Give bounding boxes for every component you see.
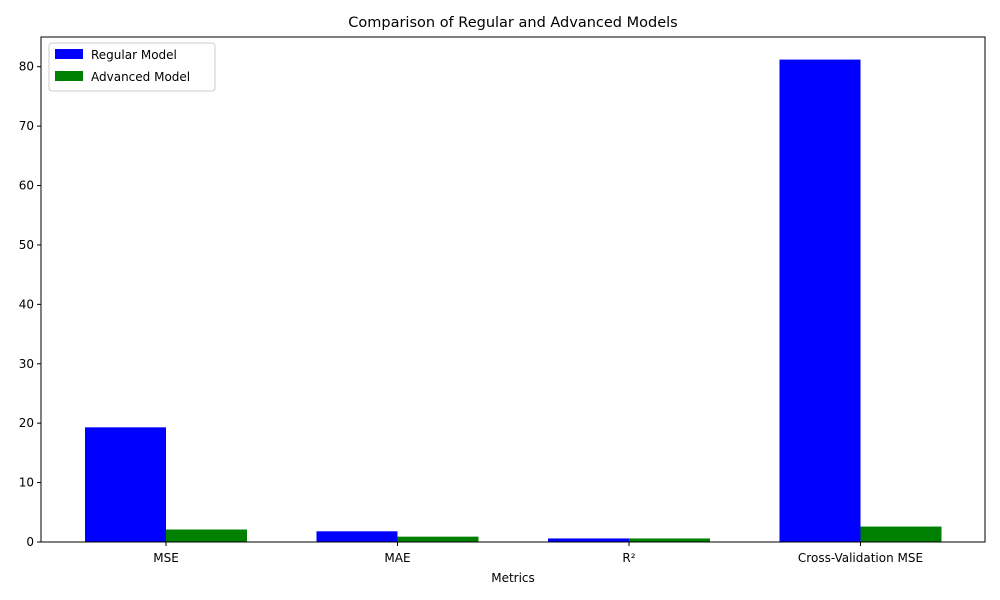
chart-title: Comparison of Regular and Advanced Model… bbox=[348, 15, 677, 31]
bar-regular-model-3 bbox=[779, 59, 861, 542]
y-axis: 0 10 20 30 40 50 60 70 80 bbox=[19, 60, 41, 549]
y-tick-label: 30 bbox=[19, 357, 34, 371]
x-tick-label: MSE bbox=[153, 551, 179, 565]
bar-advanced-model-3 bbox=[860, 526, 942, 542]
x-tick-label: R² bbox=[622, 551, 635, 565]
bar-regular-model-0 bbox=[85, 427, 166, 542]
x-tick-label: MAE bbox=[384, 551, 410, 565]
y-tick-label: 80 bbox=[19, 60, 34, 74]
legend-swatch-0 bbox=[55, 49, 83, 59]
y-tick-label: 20 bbox=[19, 416, 34, 430]
legend-label-0: Regular Model bbox=[91, 48, 177, 62]
bar-advanced-model-1 bbox=[397, 536, 479, 542]
x-tick-label: Cross-Validation MSE bbox=[798, 551, 923, 565]
bars-group bbox=[85, 59, 942, 542]
y-tick-label: 10 bbox=[19, 476, 34, 490]
bar-advanced-model-2 bbox=[629, 538, 710, 542]
legend-box bbox=[48, 42, 216, 92]
plot-frame bbox=[40, 36, 986, 543]
y-tick-label: 0 bbox=[26, 535, 34, 549]
y-tick-label: 70 bbox=[19, 119, 34, 133]
y-tick-label: 50 bbox=[19, 238, 34, 252]
bar-regular-model-2 bbox=[548, 538, 629, 542]
legend: Regular Model Advanced Model bbox=[48, 42, 216, 92]
y-tick-label: 40 bbox=[19, 297, 34, 311]
y-tick-label: 60 bbox=[19, 179, 34, 193]
x-axis-label: Metrics bbox=[491, 571, 535, 585]
bar-regular-model-1 bbox=[316, 531, 398, 542]
legend-label-1: Advanced Model bbox=[91, 70, 190, 84]
x-axis: MSE MAE R² Cross-Validation MSE bbox=[153, 542, 923, 565]
legend-swatch-1 bbox=[55, 71, 83, 81]
bar-advanced-model-0 bbox=[166, 529, 247, 542]
